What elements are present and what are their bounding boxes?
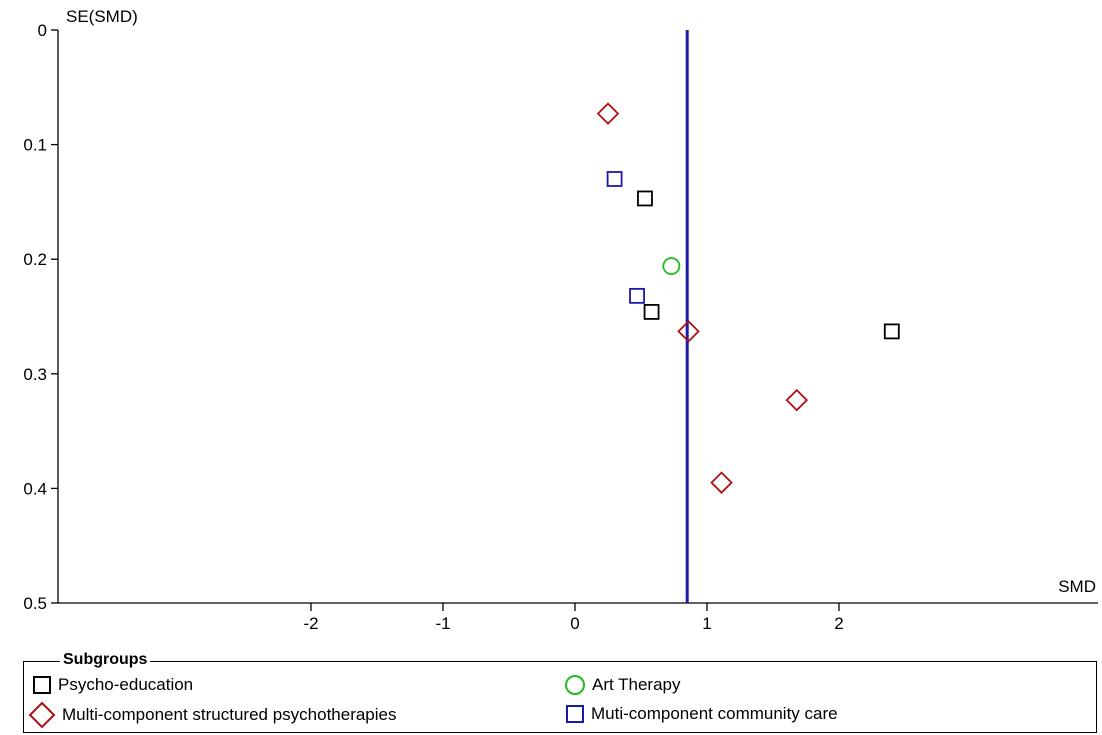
legend-box — [23, 661, 1097, 733]
x-tick-label: -2 — [303, 614, 318, 633]
data-points — [596, 102, 900, 494]
x-axis-label: SMD — [1058, 577, 1096, 596]
circle-point — [662, 257, 681, 275]
y-tick-label: 0.5 — [23, 594, 47, 613]
legend-label: Muti-component community care — [591, 704, 838, 723]
diamond-point — [710, 471, 733, 494]
square-marker-icon — [566, 705, 584, 723]
diamond-marker-icon — [28, 701, 56, 729]
diamond-point — [677, 320, 700, 343]
square-marker-icon — [33, 676, 51, 694]
legend-label: Psycho-education — [58, 675, 194, 694]
legend-label: Multi-component structured psychotherapi… — [62, 705, 397, 724]
diamond-point — [785, 388, 809, 412]
y-tick-label: 0.2 — [23, 250, 47, 269]
diamond-point — [596, 102, 620, 125]
square-point — [606, 171, 623, 187]
y-tick-label: 0.1 — [23, 136, 47, 155]
y-tick-label: 0.3 — [23, 365, 47, 384]
funnel-plot: 0 0.1 0.2 0.3 0.4 0.5 -2 -1 0 1 2 SE(SMD) SMD — [23, 7, 1098, 633]
legend-item-community-care: Muti-component community care — [565, 704, 838, 724]
legend-label: Art Therapy — [592, 675, 681, 694]
square-point — [883, 323, 900, 340]
circle-marker-icon — [565, 675, 585, 695]
x-tick-label: 2 — [834, 614, 843, 633]
square-point — [637, 190, 653, 207]
x-tick-label: 0 — [570, 614, 579, 633]
legend-item-multi-component-psychotherapies: Multi-component structured psychotherapi… — [28, 701, 397, 729]
legend-title: Subgroups — [60, 651, 151, 669]
axes: 0 0.1 0.2 0.3 0.4 0.5 -2 -1 0 1 2 — [23, 21, 1098, 633]
legend-item-art-therapy: Art Therapy — [564, 675, 681, 695]
square-point — [643, 304, 660, 320]
square-point — [629, 287, 645, 304]
x-tick-label: 1 — [702, 614, 711, 633]
legend-item-psycho-education: Psycho-education — [32, 675, 193, 695]
x-tick-label: -1 — [435, 614, 450, 633]
y-axis-label: SE(SMD) — [66, 7, 138, 26]
y-tick-label: 0.4 — [23, 479, 47, 498]
y-tick-label: 0 — [38, 21, 47, 40]
